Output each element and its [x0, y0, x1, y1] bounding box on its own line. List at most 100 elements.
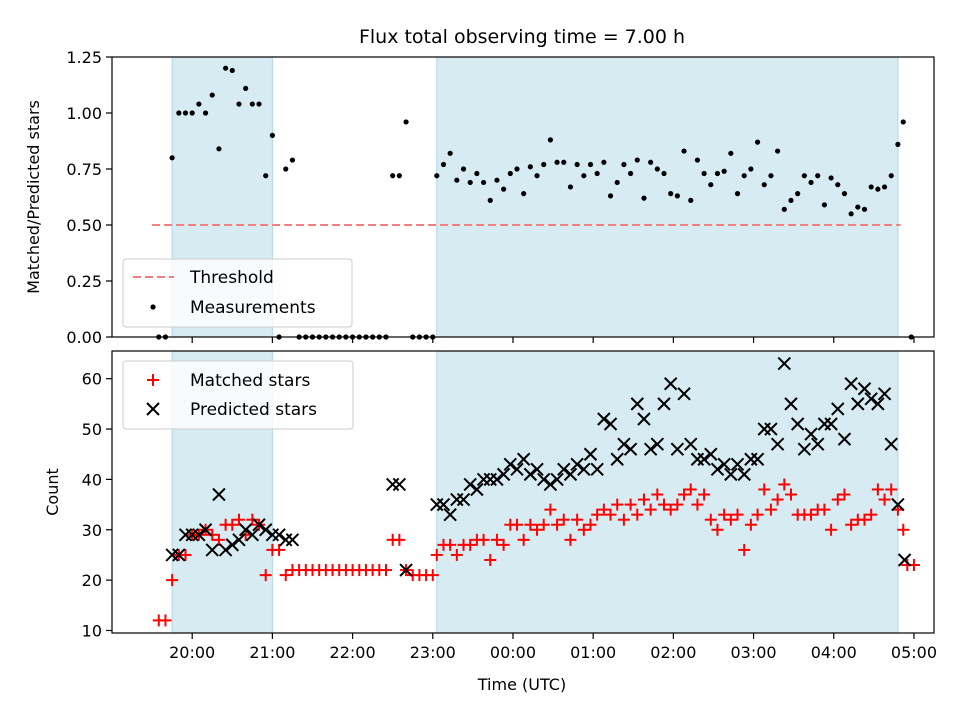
predicted-star-point: [272, 528, 286, 542]
bottom-y-tick-label: 50: [82, 420, 102, 439]
matched-star-point: [577, 523, 590, 536]
predicted-star-point: [218, 543, 233, 557]
measurement-point: [861, 206, 868, 212]
matched-star-point: [166, 574, 179, 587]
bottom-panel: 10 20 30 40 50 60 20:00 21:00 22:00 23:00 00:00 01…: [43, 350, 937, 694]
predicted-star-point: [657, 397, 671, 411]
matched-star-point: [557, 513, 570, 526]
predicted-star-point: [717, 457, 731, 472]
top-shaded-regions: [171, 56, 899, 338]
measurement-point: [888, 173, 894, 179]
predicted-star-point: [570, 457, 584, 472]
matched-star-point: [845, 518, 858, 531]
measurement-point: [390, 173, 396, 179]
predicted-star-point: [770, 437, 785, 451]
measurement-point: [721, 168, 727, 174]
predicted-star-point: [784, 397, 798, 411]
measurement-point: [289, 157, 296, 163]
predicted-star-point: [456, 492, 471, 507]
predicted-star-point: [637, 412, 651, 426]
matched-star-point: [450, 548, 463, 561]
matched-star-point: [658, 498, 671, 511]
top-legend: Threshold Measurements: [122, 258, 353, 328]
bottom-y-tick-label: 30: [82, 521, 102, 540]
top-y-axis: 0.00 0.25 0.50 0.75 1.00 1.25: [66, 48, 112, 347]
measurement-point: [654, 166, 660, 172]
measurement-point: [694, 157, 701, 163]
measurement-point: [243, 85, 249, 91]
measurement-point: [754, 139, 761, 145]
predicted-star-point: [710, 462, 725, 477]
measurement-point: [728, 150, 734, 156]
measurement-point: [828, 175, 834, 181]
measurement-point: [527, 164, 533, 170]
measurement-point: [788, 197, 794, 203]
measurement-point: [688, 197, 694, 203]
matched-star-point: [477, 533, 490, 546]
measurement-point: [621, 161, 627, 168]
matched-star-point: [691, 498, 704, 511]
matched-star-point: [544, 503, 557, 516]
measurement-point: [256, 101, 262, 107]
measurement-point: [808, 179, 814, 186]
predicted-star-point: [650, 437, 665, 451]
measurement-point: [601, 159, 607, 165]
measurement-point: [467, 179, 473, 186]
predicted-star-point: [891, 497, 905, 512]
predicted-star-point: [597, 412, 611, 426]
matched-stars-points: [152, 478, 920, 627]
matched-star-point: [510, 518, 523, 531]
predicted-star-point: [443, 507, 457, 522]
top-x-ticks: [191, 337, 915, 343]
predicted-star-point: [279, 533, 293, 547]
predicted-stars-legend-swatch: [146, 402, 160, 416]
measurement-point: [594, 170, 600, 177]
x-tick-label: 02:00: [650, 643, 696, 662]
predicted-star-point: [463, 477, 477, 492]
measurement-point: [855, 204, 861, 210]
measurement-point: [474, 170, 480, 177]
measurement-point: [848, 211, 854, 217]
predicted-star-point: [851, 397, 865, 411]
predicted-star-point: [212, 487, 226, 502]
measurement-point: [236, 101, 242, 107]
measurement-point: [781, 206, 787, 212]
measurement-point: [396, 173, 402, 179]
predicted-star-point: [530, 462, 544, 477]
matched-star-point: [232, 513, 245, 526]
predicted-star-point: [490, 472, 504, 487]
matched-star-point: [704, 513, 717, 526]
matched-star-point: [724, 513, 737, 526]
measurement-point: [734, 191, 741, 197]
matched-star-point: [871, 483, 884, 496]
predicted-star-point: [285, 533, 300, 547]
matched-star-point: [393, 533, 406, 546]
matched-star-point: [637, 493, 650, 506]
matched-star-point: [897, 523, 910, 536]
measurement-point: [182, 110, 189, 116]
matched-star-point: [444, 538, 457, 551]
measurement-point: [741, 173, 747, 179]
predicted-star-point: [245, 528, 260, 542]
measurement-point: [835, 182, 841, 188]
top-y-tick-label: 0.75: [66, 160, 102, 179]
measurement-point: [587, 161, 594, 168]
matched-star-point: [718, 508, 731, 521]
top-y-tick-label: 1.25: [66, 48, 102, 67]
predicted-star-point: [884, 437, 898, 451]
matched-star-point: [784, 488, 797, 501]
matched-star-point: [818, 503, 831, 516]
predicted-star-point: [172, 548, 186, 562]
matched-star-point: [212, 533, 225, 546]
measurement-point: [775, 148, 781, 154]
predicted-star-point: [643, 442, 658, 456]
bottom-legend-box: [122, 360, 354, 430]
matched-star-point: [865, 508, 878, 521]
predicted-star-point: [684, 437, 698, 451]
predicted-star-point: [704, 447, 718, 461]
matched-star-point: [764, 503, 777, 516]
matched-stars-legend-swatch: [147, 374, 159, 386]
measurement-point: [634, 157, 640, 163]
matched-star-point: [564, 533, 577, 546]
bottom-y-axis: 10 20 30 40 50 60: [82, 370, 112, 640]
